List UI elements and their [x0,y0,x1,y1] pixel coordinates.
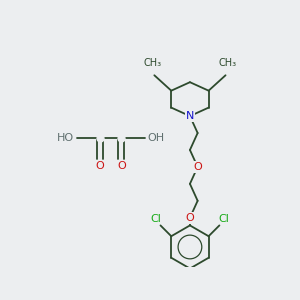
Text: O: O [117,161,126,171]
Text: Cl: Cl [219,214,230,224]
Text: O: O [95,161,104,171]
Text: CH₃: CH₃ [144,58,162,68]
Text: Cl: Cl [150,214,161,224]
Text: N: N [186,111,194,121]
Text: HO: HO [56,133,74,142]
Text: OH: OH [148,133,165,142]
Text: CH₃: CH₃ [218,58,236,68]
Text: O: O [186,213,194,223]
Text: O: O [193,162,202,172]
